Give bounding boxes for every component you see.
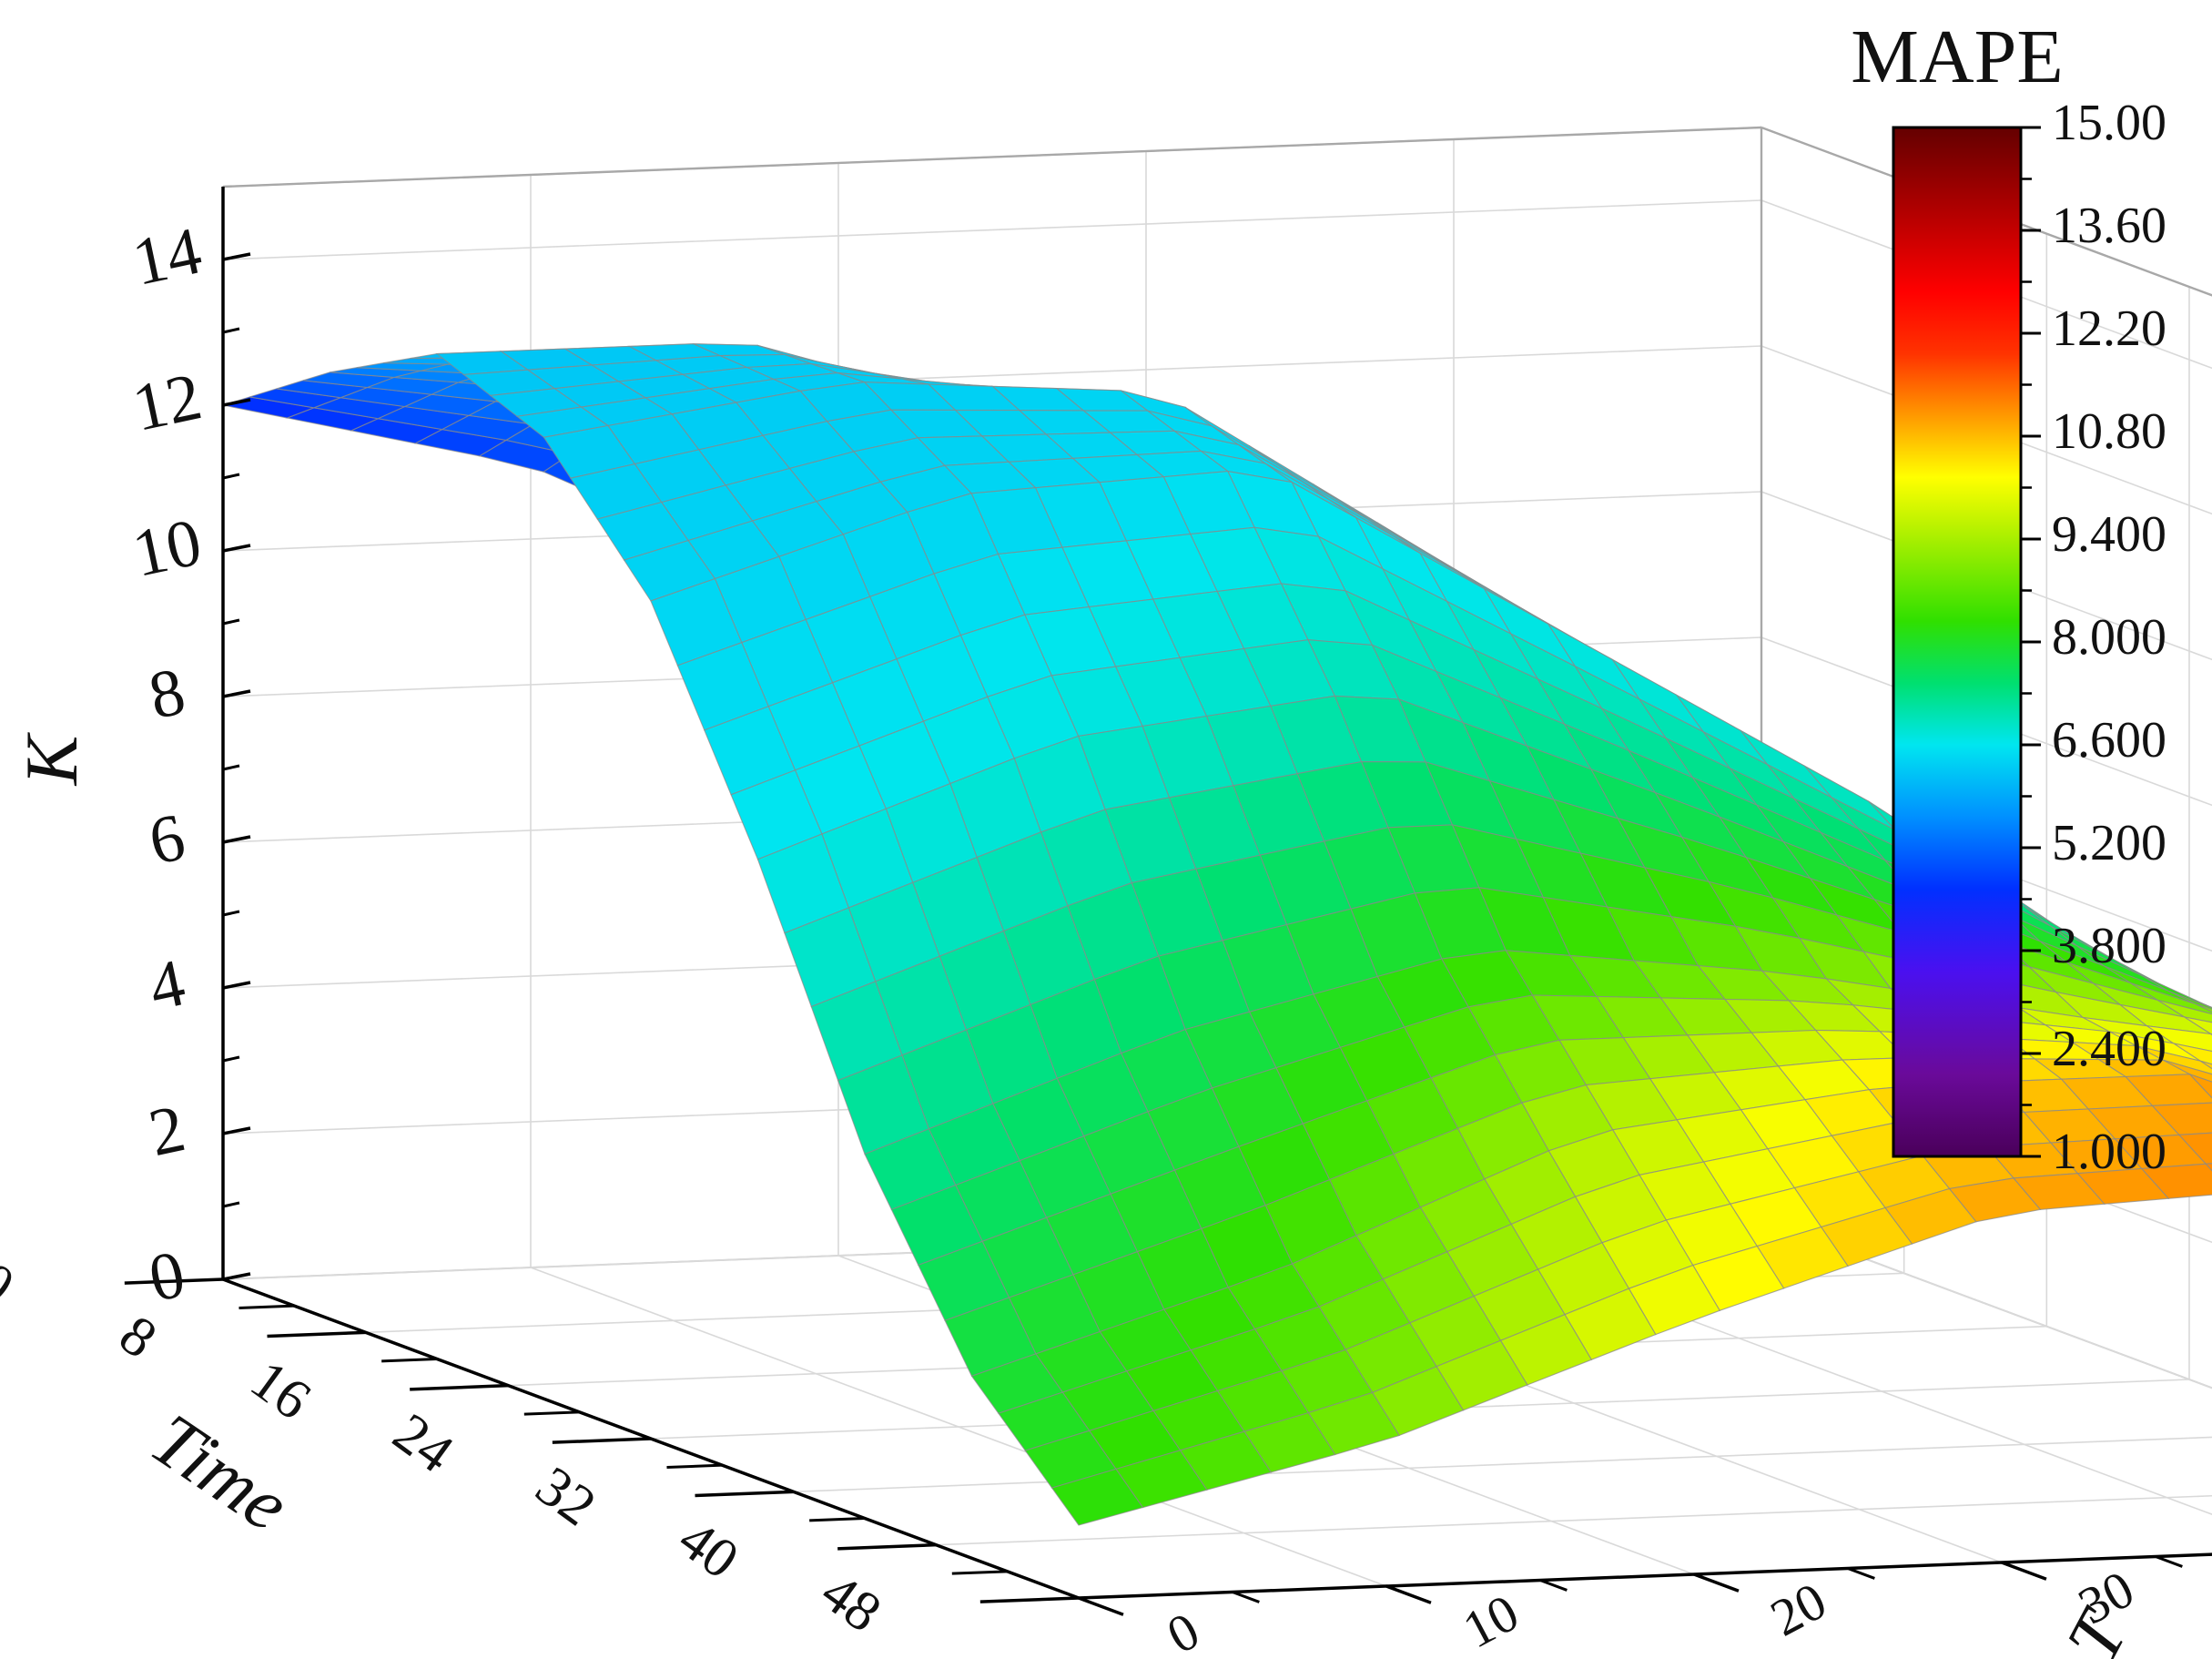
x-tick: [552, 1437, 652, 1444]
z-tick: [222, 981, 251, 990]
z-tick-label: 4: [143, 945, 191, 1025]
grid-wall-k: [222, 199, 1762, 260]
y-tick-label: 20: [1761, 1571, 1836, 1648]
x-tick-label: 24: [382, 1401, 464, 1484]
z-tick-label: 2: [143, 1091, 191, 1171]
z-tick: [222, 1272, 251, 1281]
surface-cell: [1050, 1468, 1144, 1526]
colorbar-tick-label: 12.20: [2052, 300, 2166, 357]
grid-floor-t: [530, 1267, 1387, 1587]
z-minor-tick: [222, 327, 240, 334]
y-tick: [1385, 1584, 1432, 1604]
z-tick-label: 6: [143, 799, 191, 880]
z-minor-tick: [222, 910, 240, 917]
y-tick-label: 10: [1454, 1583, 1528, 1659]
x-tick: [410, 1383, 509, 1391]
y-tick: [2001, 1561, 2047, 1581]
z-minor-tick: [222, 618, 240, 626]
x-tick-label: 32: [524, 1455, 606, 1538]
x-tick-label: 48: [810, 1561, 892, 1644]
x-tick: [837, 1542, 937, 1551]
x-tick-label: 40: [667, 1508, 749, 1591]
colorbar-tick-label: 5.200: [2052, 815, 2166, 871]
y-minor-tick: [1539, 1579, 1568, 1592]
z-minor-tick: [222, 1201, 240, 1208]
grid-wall-k: [1760, 1219, 2212, 1389]
grid-floor-time: [1078, 1553, 2212, 1599]
z-minor-tick: [222, 473, 240, 480]
z-minor-tick: [222, 764, 240, 771]
z-tick: [222, 544, 251, 553]
x-minor-tick: [951, 1570, 1008, 1575]
x-tick: [695, 1490, 794, 1498]
y-axis-line: [1078, 1552, 2212, 1600]
colorbar-tick-label: 9.400: [2052, 506, 2166, 563]
colorbar-tick-label: 6.600: [2052, 712, 2166, 768]
x-minor-tick: [523, 1410, 580, 1416]
y-tick-label: 0: [1158, 1601, 1209, 1659]
z-tick-label: 8: [143, 654, 191, 734]
x-minor-tick: [381, 1358, 438, 1363]
y-tick: [1693, 1572, 1740, 1593]
x-tick: [267, 1330, 366, 1338]
x-minor-tick: [666, 1463, 723, 1470]
x-tick-label: 0: [0, 1250, 25, 1317]
colorbar-title: MAPE: [1851, 15, 2063, 99]
colorbar-tick-label: 13.60: [2052, 198, 2166, 254]
z-tick: [222, 398, 251, 407]
z-tick-label: 14: [127, 213, 208, 300]
z-tick: [222, 252, 251, 261]
colorbar-tick-label: 8.000: [2052, 609, 2166, 666]
grid-floor-time: [936, 1494, 2212, 1546]
z-tick: [222, 689, 251, 698]
x-tick-label: 16: [239, 1349, 321, 1431]
z-tick-label: 10: [127, 504, 208, 592]
z-tick-label: 12: [127, 359, 208, 446]
x-tick: [124, 1277, 224, 1285]
colorbar-tick-label: 10.80: [2052, 403, 2166, 460]
colorbar-tick-label: 15.00: [2052, 95, 2166, 151]
z-tick-label: 0: [143, 1237, 191, 1317]
z-tick: [222, 835, 251, 844]
colorbar-gradient: [1892, 126, 2023, 1158]
colorbar-tick-label: 2.400: [2052, 1021, 2166, 1077]
x-minor-tick: [238, 1304, 295, 1310]
z-axis-title: K: [10, 731, 93, 786]
x-tick: [979, 1596, 1080, 1603]
x-minor-tick: [809, 1517, 866, 1522]
grid-floor-time: [793, 1436, 2212, 1493]
y-minor-tick: [1232, 1591, 1260, 1603]
y-tick: [1078, 1596, 1124, 1616]
colorbar: MAPE 15.00 13.60 12.20 10.80 9.400 8.000 6.600…: [1851, 15, 2166, 1180]
colorbar-tick-label: 3.800: [2052, 918, 2166, 974]
y-minor-tick: [1847, 1567, 1875, 1580]
colorbar-tick-label: 1.000: [2052, 1124, 2166, 1180]
z-minor-tick: [222, 1055, 240, 1063]
z-tick: [222, 1126, 251, 1135]
box-edge: [222, 126, 1762, 188]
y-minor-tick: [2155, 1555, 2183, 1568]
